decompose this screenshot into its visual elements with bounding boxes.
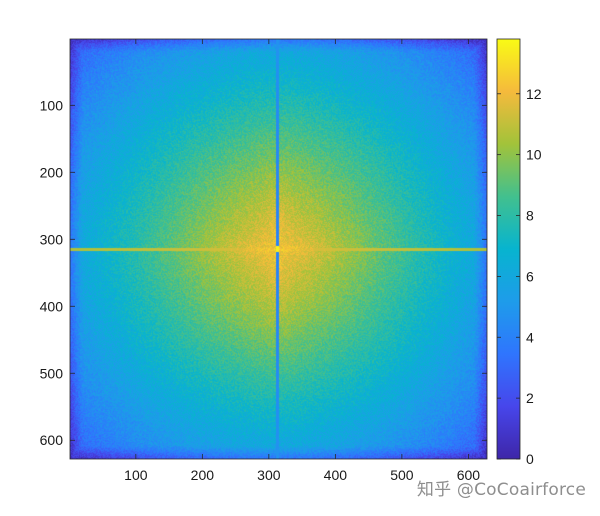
x-tick-label: 600 bbox=[457, 467, 481, 483]
heatmap-plot bbox=[69, 38, 488, 460]
x-tick-label: 100 bbox=[124, 467, 148, 483]
y-axis: 100 200 300 400 500 600 bbox=[40, 97, 487, 448]
colorbar-tick-label: 6 bbox=[526, 268, 534, 284]
heatmap-frame bbox=[69, 38, 488, 460]
x-tick-label: 200 bbox=[191, 467, 215, 483]
colorbar-tick-label: 4 bbox=[526, 329, 534, 345]
colorbar-gradient bbox=[496, 38, 521, 460]
x-tick-label: 500 bbox=[390, 467, 414, 483]
y-tick-label: 200 bbox=[40, 164, 64, 180]
y-tick-label: 400 bbox=[40, 298, 64, 314]
colorbar-tick-label: 8 bbox=[526, 208, 534, 224]
watermark: 知乎 @CoCoairforce bbox=[416, 480, 586, 500]
colorbar-tick-label: 10 bbox=[526, 147, 542, 163]
y-tick-label: 600 bbox=[40, 432, 64, 448]
y-tick-label: 100 bbox=[40, 97, 64, 113]
colorbar-tick-label: 2 bbox=[526, 390, 534, 406]
x-tick-label: 400 bbox=[324, 467, 348, 483]
colorbar-ticks: 0 2 4 6 8 10 12 bbox=[497, 86, 542, 467]
colorbar: 0 2 4 6 8 10 12 bbox=[496, 38, 542, 467]
x-axis: 100 200 300 400 500 600 bbox=[124, 39, 480, 483]
y-tick-label: 500 bbox=[40, 365, 64, 381]
y-tick-label: 300 bbox=[40, 231, 64, 247]
colorbar-tick-label: 12 bbox=[526, 86, 542, 102]
x-tick-label: 300 bbox=[257, 467, 281, 483]
colorbar-tick-label: 0 bbox=[526, 451, 534, 467]
heatmap-image bbox=[70, 39, 487, 459]
